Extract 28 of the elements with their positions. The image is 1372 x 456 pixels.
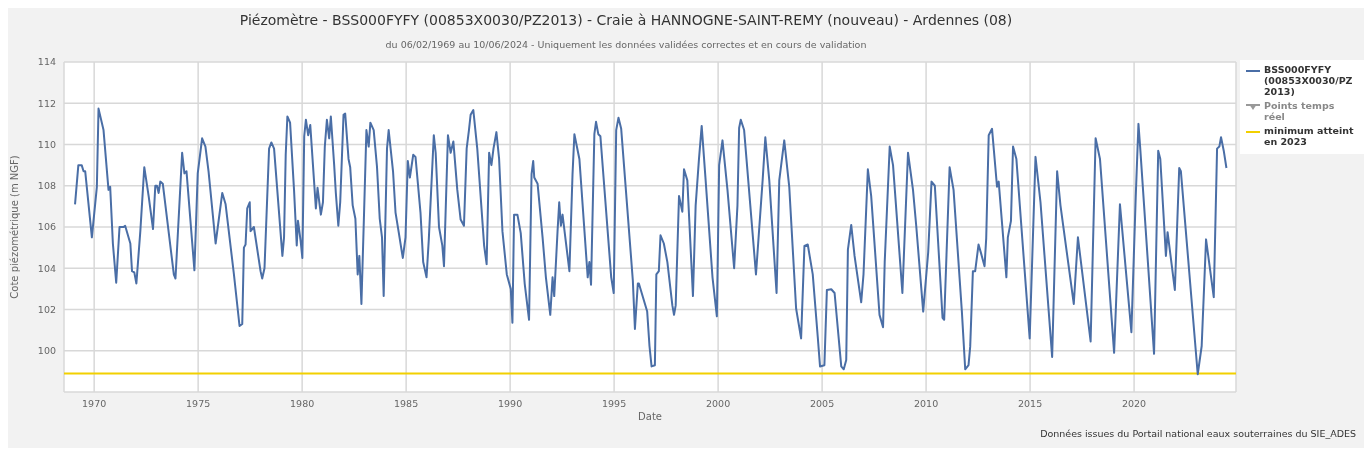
x-tick-label: 1970: [82, 397, 107, 409]
y-tick-label: 106: [37, 221, 56, 233]
x-tick-label: 1980: [290, 397, 315, 409]
legend-label: BSS000FYFY (00853X0030/PZ2013): [1264, 64, 1354, 97]
x-tick-label: 1975: [186, 397, 211, 409]
x-tick-label: 2010: [914, 397, 939, 409]
chart-subtitle: du 06/02/1969 au 10/06/2024 - Uniquement les données validées correctes et en cours de validation: [384, 39, 868, 50]
y-tick-label: 108: [37, 180, 56, 192]
x-axis-title: Date: [638, 411, 662, 422]
line-series: [74, 107, 1228, 376]
x-tick-label: 2005: [810, 397, 835, 409]
y-tick-label: 102: [37, 303, 56, 315]
x-tick-label: 2020: [1121, 397, 1147, 409]
x-tick-label: 1995: [602, 397, 627, 409]
chart-title: Piézomètre - BSS000FYFY (00853X0030/PZ2013) - Craie à HANNOGNE-SAINT-REMY (nouveau) - Ardennes (08): [238, 12, 1014, 28]
x-tick-label: 1985: [394, 397, 419, 409]
y-axis-title: Cote piézométrique (m NGF): [8, 155, 20, 299]
y-tick-label: 114: [37, 56, 56, 68]
y-tick-label: 112: [37, 97, 56, 109]
y-tick-label: 110: [37, 138, 56, 150]
y-tick-label: 100: [37, 345, 56, 357]
text: Données issues du Portail national eaux souterraines du SIE_ADES: [1040, 428, 1356, 439]
legend-label: minimum atteint en 2023: [1264, 125, 1355, 147]
y-tick-label: 104: [37, 262, 56, 274]
legend-label: Points temps réel: [1264, 100, 1336, 122]
x-tick-label: 1990: [498, 397, 523, 409]
x-tick-label: 2015: [1018, 397, 1043, 409]
x-tick-label: 2000: [706, 397, 731, 409]
